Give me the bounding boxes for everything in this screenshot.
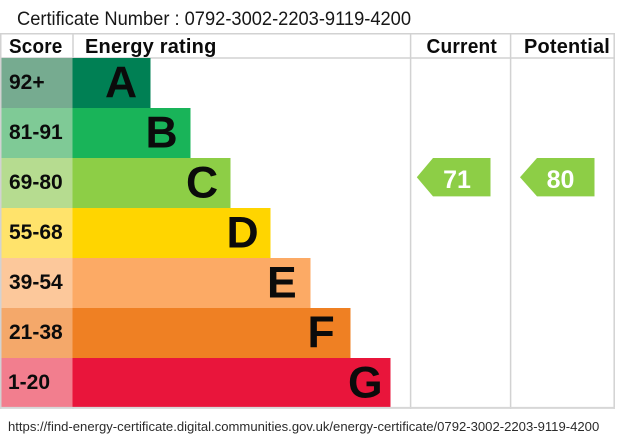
- svg-text:E: E: [267, 259, 297, 308]
- svg-text:Potential: Potential: [524, 36, 610, 58]
- svg-text:Current: Current: [427, 36, 498, 58]
- svg-text:G: G: [348, 359, 383, 408]
- svg-text:1-20: 1-20: [8, 371, 50, 394]
- svg-text:80: 80: [547, 166, 575, 194]
- svg-text:F: F: [308, 309, 335, 358]
- svg-text:Energy rating: Energy rating: [85, 36, 217, 58]
- svg-text:https://find-energy-certificat: https://find-energy-certificate.digital.…: [8, 419, 599, 434]
- svg-text:Score: Score: [9, 36, 63, 58]
- svg-text:39-54: 39-54: [9, 271, 63, 294]
- svg-text:21-38: 21-38: [9, 321, 63, 344]
- svg-text:Certificate Number : 0792-3002: Certificate Number : 0792-3002-2203-9119…: [17, 8, 411, 30]
- svg-text:71: 71: [443, 166, 471, 194]
- svg-text:B: B: [146, 109, 178, 158]
- svg-text:C: C: [186, 159, 218, 208]
- svg-text:92+: 92+: [9, 71, 45, 94]
- svg-text:55-68: 55-68: [9, 221, 63, 244]
- svg-text:69-80: 69-80: [9, 171, 63, 194]
- svg-text:D: D: [227, 209, 259, 258]
- svg-text:81-91: 81-91: [9, 121, 63, 144]
- svg-text:A: A: [105, 59, 137, 108]
